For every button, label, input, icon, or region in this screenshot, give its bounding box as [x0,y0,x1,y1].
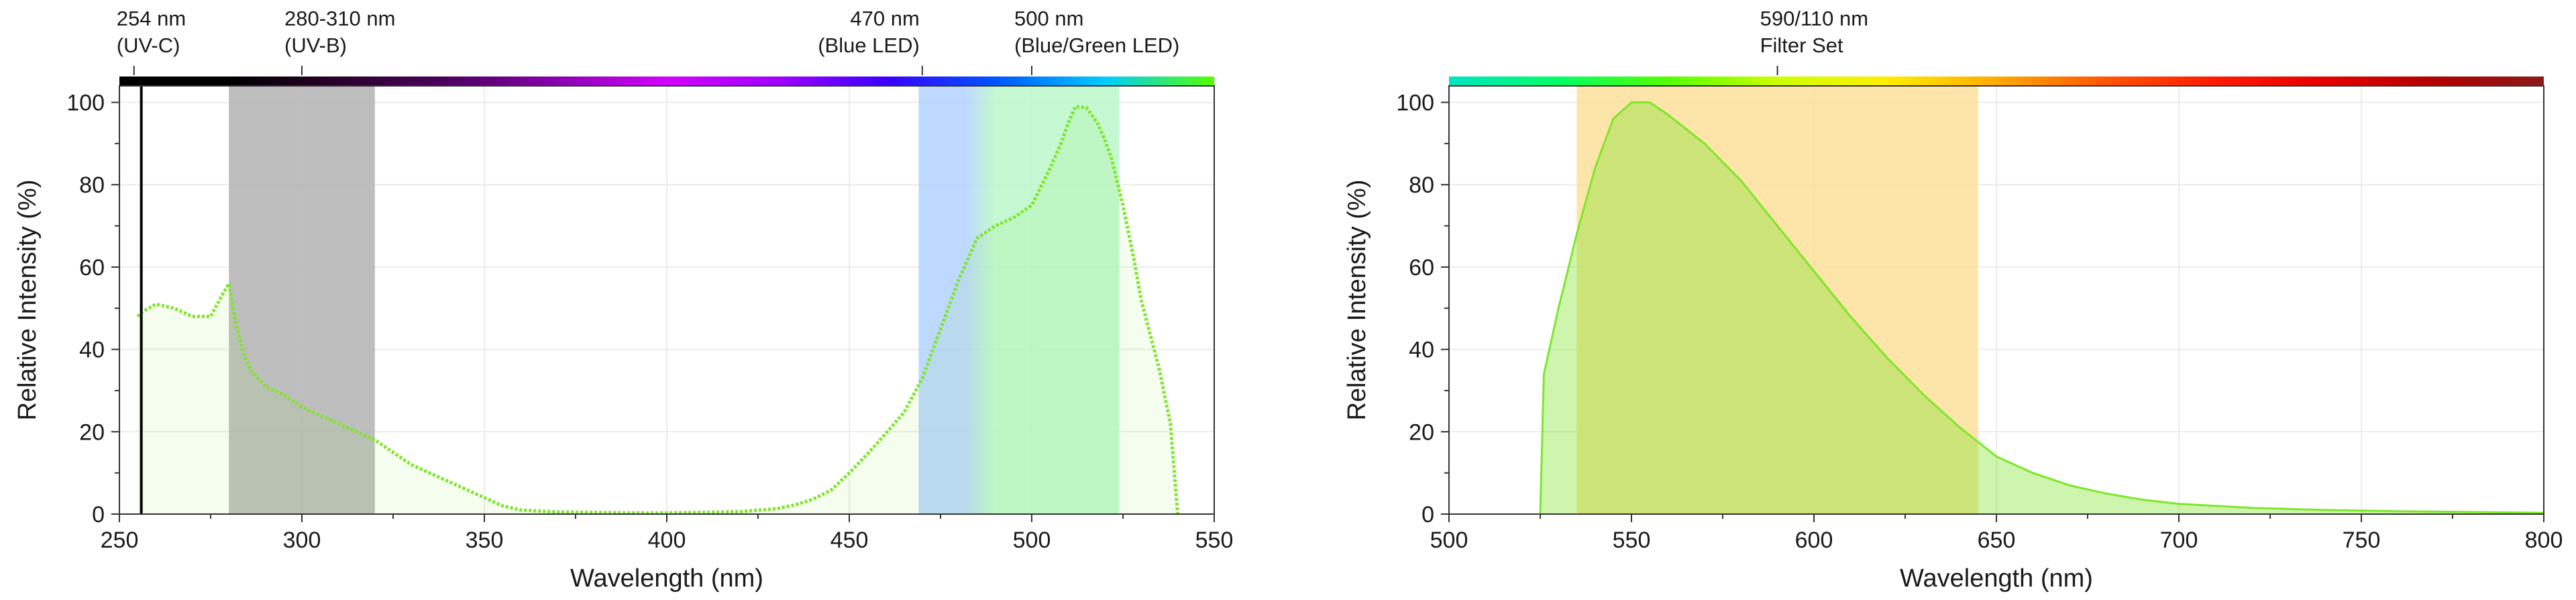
y-axis-title: Relative Intensity (%) [13,179,42,420]
series-area [138,106,1178,514]
y-tick-label: 20 [1409,419,1434,445]
annotation-label: 590/110 nm [1760,7,1868,30]
annotation-sublabel: (Blue/Green LED) [1014,34,1179,57]
x-axis-title: Wavelength (nm) [1900,564,2093,593]
x-tick-label: 450 [830,528,869,553]
annotation-sublabel: (UV-B) [284,34,347,57]
x-tick-label: 700 [2160,528,2198,553]
spectrum-bar [119,77,1214,86]
annotation-sublabel: Filter Set [1760,34,1843,57]
spectrum-bar [1449,77,2544,86]
annotation-label: 280-310 nm [284,7,395,30]
x-tick-label: 300 [283,528,321,553]
y-tick-label: 100 [66,91,105,116]
x-tick-label: 350 [466,528,504,553]
annotation-sublabel: (UV-C) [117,34,180,57]
annotation-label: 500 nm [1014,7,1083,30]
series-line [136,105,1180,515]
x-tick-label: 650 [1978,528,2016,553]
chart-panel-2: 500 550 600 650 700 750 800 0 20 40 60 80 100 Wavelen… [1343,7,2563,593]
highlight-band [229,86,375,514]
x-tick-label: 800 [2525,528,2563,553]
highlight-band [995,86,1120,514]
series-area [1540,102,2544,514]
x-tick-label: 400 [648,528,686,553]
chart-panel-1: 250 300 350 400 450 500 550 0 20 40 60 80 100 Wavelen… [13,7,1233,593]
highlight-band [1576,86,1978,514]
y-tick-label: 40 [1409,338,1434,363]
annotation-label: 470 nm [850,7,919,30]
y-tick-label: 0 [1421,502,1434,528]
y-tick-label: 80 [1409,172,1434,198]
x-tick-label: 550 [1195,528,1234,553]
x-tick-label: 500 [1013,528,1051,553]
y-tick-label: 80 [79,172,105,198]
y-tick-label: 20 [79,419,105,445]
y-tick-label: 40 [79,338,105,363]
y-tick-label: 60 [79,255,105,281]
annotation-sublabel: (Blue LED) [818,34,920,57]
x-tick-label: 550 [1613,528,1651,553]
x-tick-label: 500 [1430,528,1468,553]
y-tick-label: 0 [92,502,105,528]
series-line [1539,101,2544,515]
x-tick-label: 750 [2343,528,2381,553]
y-axis-title: Relative Intensity (%) [1343,179,1371,420]
y-tick-label: 60 [1409,255,1434,281]
x-tick-label: 250 [101,528,139,553]
y-tick-label: 100 [1396,91,1434,116]
annotation-label: 254 nm [117,7,186,30]
x-axis-title: Wavelength (nm) [570,564,763,593]
highlight-band [918,86,996,514]
x-tick-label: 600 [1795,528,1833,553]
